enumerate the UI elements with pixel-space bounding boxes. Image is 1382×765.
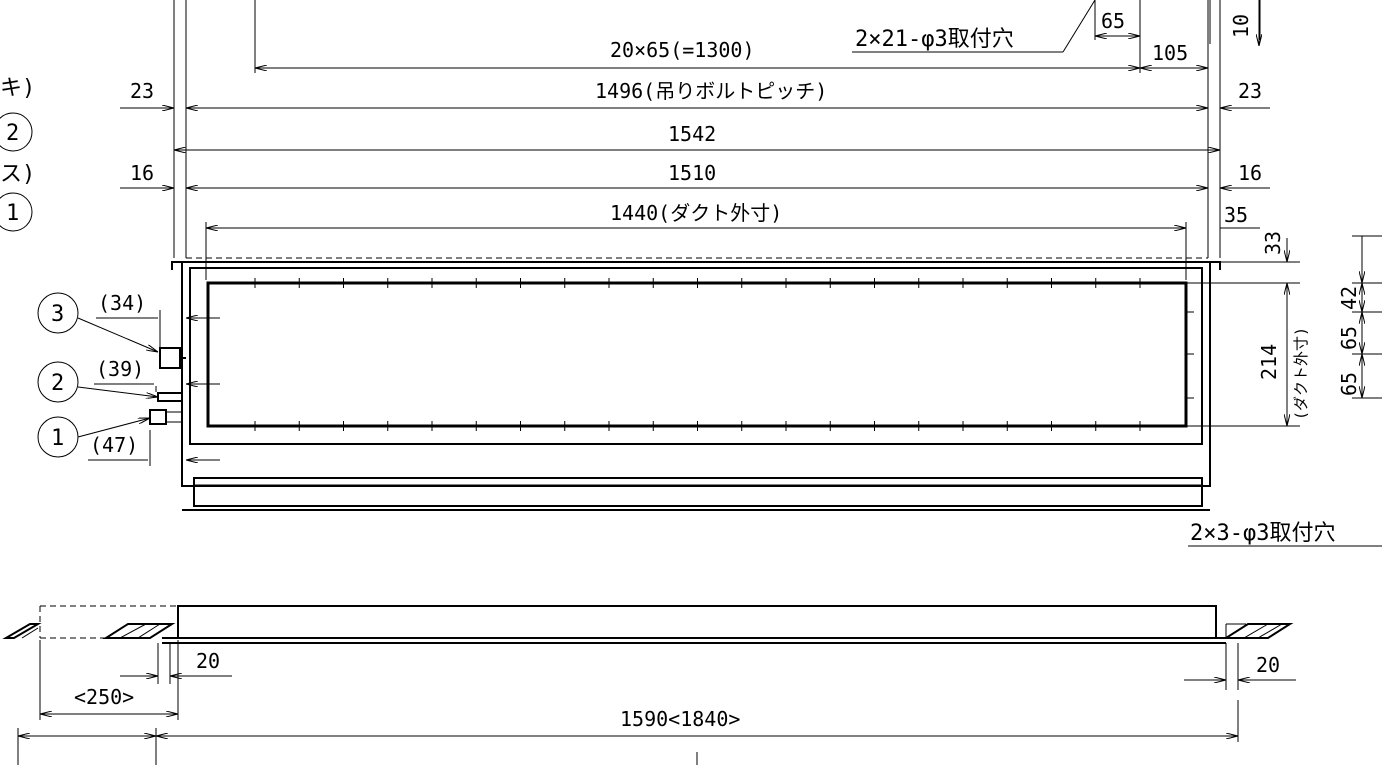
- dim-35: 35: [1224, 203, 1248, 227]
- dim-250: <250>: [74, 685, 134, 709]
- mount-holes-right-label: 2×3-φ3取付穴: [1190, 521, 1335, 546]
- dim-duct-width: 1440(ダクト外寸): [610, 201, 782, 225]
- dim-65-a: 65: [1337, 372, 1361, 396]
- dim-23-left: 23: [130, 79, 154, 103]
- partial-label-su: ス): [0, 162, 35, 187]
- callout-number-3: 3: [51, 302, 64, 327]
- fitting-3: [159, 347, 181, 369]
- dim-20-left: 20: [196, 649, 220, 673]
- top-dimensions: 65 10 2×21-φ3取付穴 20×65(=1300) 105 23 149…: [120, 0, 1270, 280]
- dim-23-right: 23: [1238, 79, 1262, 103]
- side-body: [177, 605, 1217, 639]
- dim-34: (34): [98, 291, 146, 315]
- callout-circle-3: [37, 292, 79, 334]
- dim-bolt-pitch: 1496(吊りボルトピッチ): [595, 79, 827, 103]
- side-view: 20 20 <250> 1590<1840>: [2, 605, 1296, 765]
- left-partial-callouts: キ) 2 ス) 1: [0, 76, 35, 232]
- dim-duct-height-note: (ダクト外寸): [1292, 327, 1310, 420]
- callout-number-2: 2: [51, 371, 64, 396]
- callout-number-left-1: 1: [6, 201, 19, 226]
- dim-39: (39): [96, 357, 144, 381]
- callout-number-1: 1: [51, 426, 64, 451]
- right-dimensions: 33 214 (ダクト外寸) 42 65 65 2×3-φ3取付穴: [1186, 231, 1382, 547]
- dim-1542: 1542: [668, 122, 716, 146]
- partial-label-ki: キ): [0, 76, 35, 101]
- callout-number-left-2: 2: [6, 121, 19, 146]
- callout-circle-2: [37, 361, 79, 403]
- dim-pitch-series: 20×65(=1300): [610, 38, 755, 62]
- callout-circle-left-2: [0, 112, 33, 152]
- dim-duct-height: 214: [1257, 344, 1281, 380]
- dim-65-b: 65: [1337, 326, 1361, 350]
- dim-47: (47): [90, 433, 138, 457]
- callout-circle-left-1: [0, 192, 33, 232]
- dim-16-right: 16: [1238, 161, 1262, 185]
- dim-16-left: 16: [130, 161, 154, 185]
- fitting-1: [149, 409, 167, 425]
- mounting-hole-marks: [254, 278, 1194, 431]
- front-view: [171, 257, 1221, 511]
- dim-33: 33: [1261, 231, 1285, 255]
- fitting-2: [157, 392, 183, 402]
- dim-1590: 1590<1840>: [620, 707, 740, 731]
- dim-20-right: 20: [1256, 653, 1280, 677]
- piping-callouts: (34) (39) (47) 3 2 1: [37, 291, 220, 466]
- dim-1510: 1510: [668, 161, 716, 185]
- dim-65: 65: [1101, 9, 1125, 33]
- dim-10: 10: [1229, 14, 1253, 38]
- dim-42: 42: [1337, 286, 1361, 310]
- dim-105: 105: [1152, 41, 1188, 65]
- duct-opening: [206, 281, 1188, 428]
- mount-holes-top-label: 2×21-φ3取付穴: [855, 27, 1014, 52]
